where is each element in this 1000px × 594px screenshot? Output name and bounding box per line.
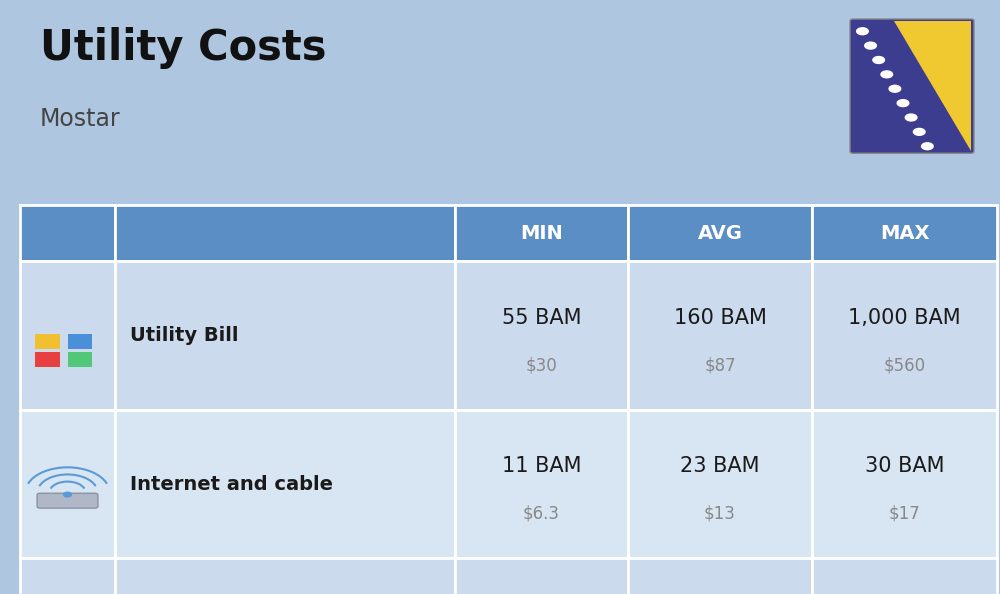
Polygon shape (894, 21, 971, 151)
Circle shape (865, 42, 876, 49)
Circle shape (913, 128, 925, 135)
FancyBboxPatch shape (115, 558, 455, 594)
Text: $30: $30 (526, 356, 557, 374)
FancyBboxPatch shape (812, 205, 997, 261)
FancyBboxPatch shape (35, 352, 60, 366)
FancyBboxPatch shape (455, 261, 628, 410)
Circle shape (889, 86, 901, 92)
FancyBboxPatch shape (455, 558, 628, 594)
Circle shape (857, 28, 868, 34)
Circle shape (897, 100, 909, 106)
FancyBboxPatch shape (628, 410, 812, 558)
Text: Internet and cable: Internet and cable (130, 475, 333, 494)
Text: Mostar: Mostar (40, 107, 121, 131)
Text: $560: $560 (883, 356, 926, 374)
Text: 160 BAM: 160 BAM (674, 308, 766, 328)
Text: $17: $17 (889, 505, 920, 523)
Circle shape (922, 143, 933, 150)
Text: MAX: MAX (880, 224, 929, 242)
Text: MIN: MIN (520, 224, 563, 242)
FancyBboxPatch shape (115, 410, 455, 558)
FancyBboxPatch shape (115, 205, 455, 261)
Text: Utility Costs: Utility Costs (40, 27, 326, 69)
Circle shape (881, 71, 893, 78)
FancyBboxPatch shape (628, 205, 812, 261)
FancyBboxPatch shape (37, 493, 98, 508)
Text: $87: $87 (704, 356, 736, 374)
FancyBboxPatch shape (20, 261, 115, 410)
FancyBboxPatch shape (812, 558, 997, 594)
FancyBboxPatch shape (68, 334, 92, 349)
FancyBboxPatch shape (20, 205, 115, 261)
FancyBboxPatch shape (455, 205, 628, 261)
FancyBboxPatch shape (812, 261, 997, 410)
Text: 30 BAM: 30 BAM (865, 456, 944, 476)
Text: $13: $13 (704, 505, 736, 523)
FancyBboxPatch shape (628, 261, 812, 410)
Circle shape (905, 114, 917, 121)
FancyBboxPatch shape (850, 19, 974, 153)
Text: 55 BAM: 55 BAM (502, 308, 581, 328)
Text: $6.3: $6.3 (523, 505, 560, 523)
FancyBboxPatch shape (20, 558, 115, 594)
FancyBboxPatch shape (812, 410, 997, 558)
FancyBboxPatch shape (115, 261, 455, 410)
Text: 11 BAM: 11 BAM (502, 456, 581, 476)
FancyBboxPatch shape (35, 334, 60, 349)
Circle shape (64, 492, 72, 497)
FancyBboxPatch shape (628, 558, 812, 594)
Text: Utility Bill: Utility Bill (130, 326, 239, 345)
FancyBboxPatch shape (20, 410, 115, 558)
Circle shape (873, 56, 884, 64)
Text: AVG: AVG (698, 224, 742, 242)
Text: 1,000 BAM: 1,000 BAM (848, 308, 961, 328)
FancyBboxPatch shape (455, 410, 628, 558)
Text: 23 BAM: 23 BAM (680, 456, 760, 476)
FancyBboxPatch shape (68, 352, 92, 366)
